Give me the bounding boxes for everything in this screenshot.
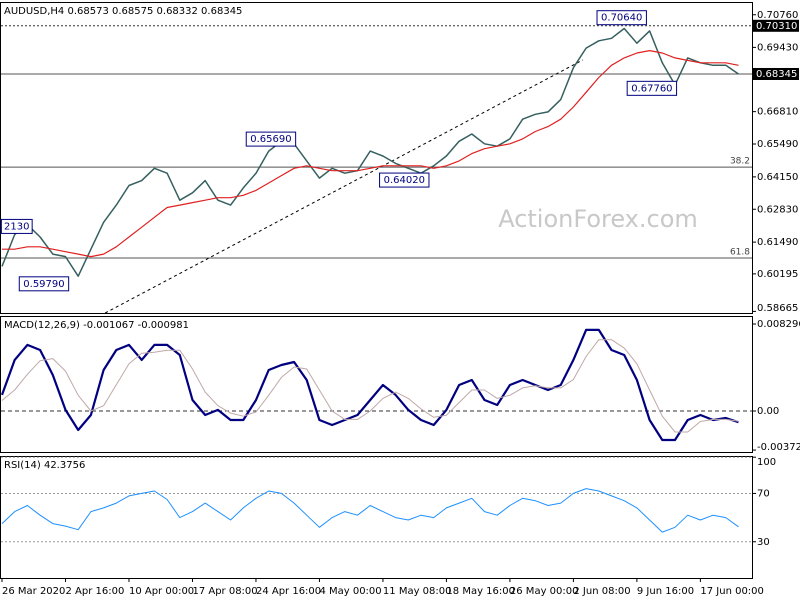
x-tick-label: 26 May 00:00: [510, 586, 579, 597]
annotation-box: [245, 131, 297, 147]
annotation-box: [379, 172, 430, 188]
x-tick-label: 2 Jun 08:00: [573, 586, 630, 597]
annotation-label: 0.59790: [23, 279, 64, 290]
annotation-box: [0, 218, 33, 234]
annotation-label: 0.70640: [601, 13, 642, 24]
pane-frame: [0, 456, 753, 579]
x-tick-label: 9 Jun 16:00: [637, 586, 694, 597]
annotation-label: 0.64020: [384, 175, 425, 186]
annotation-label: 0.65690: [250, 134, 291, 145]
x-tick-label: 17 Apr 08:00: [192, 586, 257, 597]
series-line: [2, 50, 739, 258]
series-line: [0, 328, 739, 442]
series-line: [1, 339, 739, 433]
y-tick-label: -0.003725: [757, 442, 800, 453]
y-tick-label: 70: [757, 488, 770, 499]
y-tick-label: 0.69430: [757, 42, 798, 53]
annotation-box: [596, 10, 647, 26]
y-tick-label: 0.60195: [757, 269, 798, 280]
y-tick-label: 100: [757, 457, 776, 468]
y-tick-label: 0.58665: [757, 303, 798, 314]
y-tick-label: 0.008296: [757, 319, 800, 330]
x-tick-label: 26 Mar 2020: [2, 586, 65, 597]
annotation-label: 2130: [4, 221, 29, 232]
annotation-box: [18, 276, 70, 292]
series-line: [1, 27, 739, 277]
pane-frame: [0, 316, 753, 453]
last-price-box: [753, 67, 799, 80]
series-line: [1, 488, 739, 533]
x-tick-label: 2 Apr 16:00: [65, 586, 124, 597]
last-price-label: 0.68345: [756, 69, 797, 80]
level-label: 61.8: [730, 248, 750, 258]
x-tick-label: 18 May 16:00: [446, 586, 515, 597]
y-tick-label: 0.00: [757, 406, 779, 417]
level-label: 0.70310: [756, 21, 797, 32]
pane-title: AUDUSD,H4 0.68573 0.68575 0.68332 0.6834…: [4, 6, 242, 17]
x-tick-label: 17 Jun 00:00: [700, 586, 764, 597]
y-tick-label: 0.70760: [757, 10, 798, 21]
y-tick-label: 0.65490: [757, 139, 798, 150]
x-tick-label: 4 May 00:00: [319, 586, 381, 597]
pane-title: MACD(12,26,9) -0.001067 -0.000981: [4, 320, 189, 331]
x-tick-label: 11 May 08:00: [383, 586, 452, 597]
y-tick-label: 30: [757, 537, 770, 548]
y-tick-label: 0.62830: [757, 204, 798, 215]
y-tick-label: 0.66810: [757, 107, 798, 118]
trend-line: [104, 59, 584, 314]
y-tick-label: 0.64150: [757, 172, 798, 183]
pane-frame: [0, 2, 753, 314]
level-box: [753, 19, 799, 32]
level-label: 38.2: [730, 157, 750, 167]
pane-title: RSI(14) 42.3756: [4, 460, 85, 471]
annotation-box: [626, 80, 678, 96]
x-tick-label: 24 Apr 16:00: [256, 586, 321, 597]
x-tick-label: 10 Apr 00:00: [129, 586, 194, 597]
y-tick-label: 0.61490: [757, 237, 798, 248]
annotation-label: 0.67760: [631, 83, 672, 94]
watermark: ActionForex.com: [498, 205, 698, 233]
